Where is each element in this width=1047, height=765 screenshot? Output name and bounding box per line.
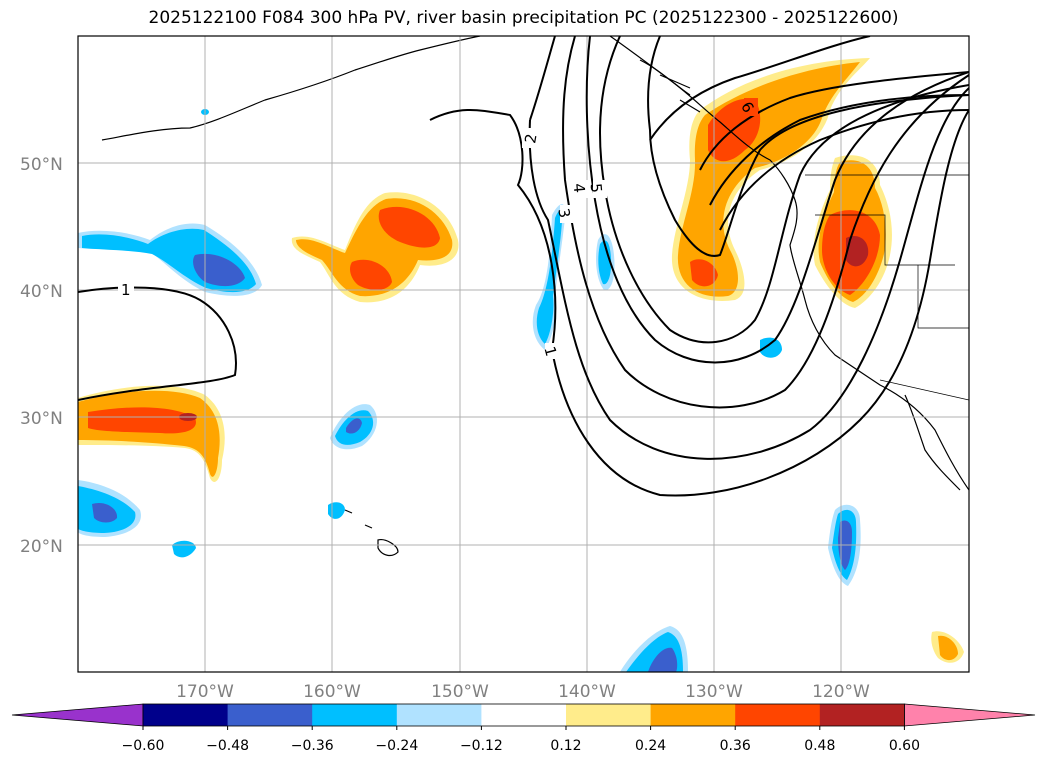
na-west-coast — [609, 36, 969, 491]
pv-contour-6a — [647, 36, 969, 257]
colorbar-segment — [819, 704, 905, 726]
precip-neg-140w-mid — [536, 210, 563, 344]
pv-contour-labels: 1 1 2 3 4 5 6 — [118, 98, 758, 359]
map-frame — [77, 35, 970, 673]
colorbar-tick-label: 0.24 — [635, 738, 666, 754]
colorbar-labels: −0.60 −0.48 −0.36 −0.24 −0.12 0.12 0.24 0.36 0.4… — [122, 738, 920, 754]
precip-neg-hawaii-core — [346, 418, 362, 434]
precip-neg-west43-core — [193, 253, 245, 287]
pv-label-1: 1 — [540, 344, 560, 358]
aleutian-coast — [101, 36, 481, 141]
colorbar-segment — [143, 704, 229, 726]
borders — [805, 174, 969, 401]
colorbar-tick-label: −0.24 — [375, 738, 418, 754]
lon-label-140w: 140°W — [558, 682, 616, 702]
lat-label-30n: 30°N — [20, 409, 63, 429]
pv-label-2: 2 — [521, 132, 540, 145]
pv-contour-6b — [699, 71, 969, 171]
colorbar-outline — [142, 703, 905, 727]
pv-contour-3 — [562, 36, 969, 409]
pv-label-5: 5 — [587, 182, 606, 193]
precip-pos-midpac-core — [378, 206, 440, 248]
colorbar-segment — [650, 704, 736, 726]
colorbar-extend-max — [904, 703, 1036, 727]
colorbar-segment — [481, 704, 567, 726]
lon-label-160w: 160°W — [303, 682, 361, 702]
lon-label-150w: 150°W — [431, 682, 489, 702]
hawaii-islands — [344, 509, 399, 557]
colorbar-segment — [312, 704, 398, 726]
bc-islands — [639, 59, 701, 113]
pv-contour-4 — [585, 36, 969, 364]
lat-label-20n: 20°N — [20, 537, 63, 557]
baja-coast — [904, 394, 961, 491]
colorbar — [11, 703, 1036, 730]
precip-pos-offshore-core — [690, 259, 718, 287]
precip-pos-ca-peak — [846, 235, 869, 267]
precip-neg-west22-core — [92, 502, 118, 523]
precip-pos-se-core — [938, 635, 958, 661]
lon-label-130w: 130°W — [685, 682, 743, 702]
pv-contour-6d — [719, 109, 969, 231]
colorbar-segment — [735, 704, 821, 726]
precip-neg-138w-mid — [598, 240, 612, 285]
pv-contours — [78, 36, 969, 497]
precip-neg-small-4 — [760, 337, 782, 358]
lat-labels: 50°N 40°N 30°N 20°N — [20, 155, 63, 557]
colorbar-tick-label: 0.12 — [550, 738, 581, 754]
colorbar-tick-label: −0.48 — [206, 738, 249, 754]
pv-contour-1-west — [78, 286, 237, 401]
map-title: 2025122100 F084 300 hPa PV, river basin … — [148, 8, 899, 28]
lon-label-170w: 170°W — [176, 682, 234, 702]
lon-label-120w: 120°W — [812, 682, 870, 702]
colorbar-tick-label: 0.48 — [804, 738, 835, 754]
colorbar-segment — [227, 704, 313, 726]
colorbar-segment — [566, 704, 652, 726]
pv-contour-2 — [528, 36, 969, 460]
colorbar-tick-label: 0.60 — [889, 738, 920, 754]
colorbar-tick-label: −0.12 — [460, 738, 503, 754]
pv-contour-5 — [599, 36, 969, 344]
pv-contour-inner — [649, 36, 871, 141]
pv-contour-6c — [709, 94, 969, 206]
state-border-1 — [815, 214, 955, 266]
pv-label-3: 3 — [554, 207, 573, 220]
precip-neg-bottom-core — [648, 647, 678, 672]
colorbar-segment — [396, 704, 482, 726]
pv-contour-1 — [429, 109, 969, 497]
precip-pos-midpac-core2 — [350, 259, 392, 290]
us-mexico-border — [879, 379, 969, 401]
precip-pos-west-core — [88, 407, 196, 434]
lon-labels: 170°W 160°W 150°W 140°W 130°W 120°W — [176, 682, 870, 702]
colorbar-tick-label: −0.60 — [122, 738, 165, 754]
state-border-2 — [917, 265, 969, 329]
colorbar-tick-label: −0.36 — [291, 738, 334, 754]
precipitation-shading — [78, 58, 964, 672]
pv-label-1-west: 1 — [121, 281, 131, 299]
colorbar-tick-label: 0.36 — [720, 738, 751, 754]
pv-label-4: 4 — [570, 182, 589, 193]
colorbar-extend-min — [11, 703, 144, 727]
coastlines — [101, 36, 969, 557]
lat-label-40n: 40°N — [20, 282, 63, 302]
lat-label-50n: 50°N — [20, 155, 63, 175]
